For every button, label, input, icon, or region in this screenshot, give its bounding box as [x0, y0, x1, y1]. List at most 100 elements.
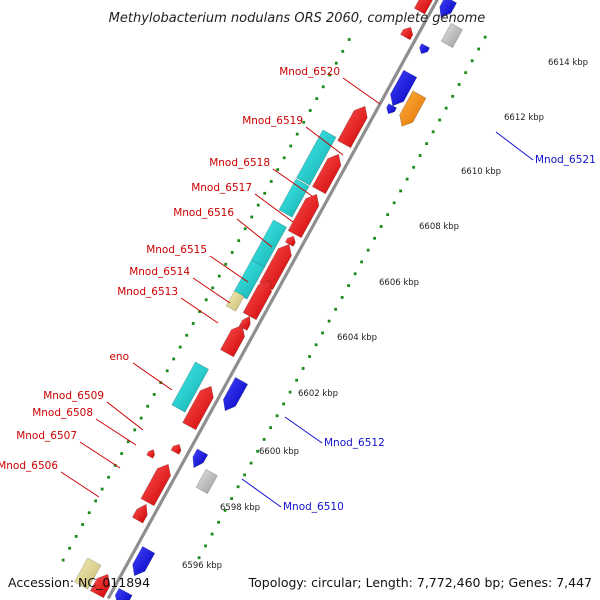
scale-tick-label: 6596 kbp	[182, 561, 222, 571]
pseudo-box	[225, 290, 245, 312]
tick-dot-left	[315, 97, 319, 101]
cds-arrow-reverse	[114, 587, 133, 600]
tick-dot-left	[308, 109, 312, 112]
tick-dot-left	[289, 144, 293, 148]
tick-dot-left	[269, 180, 273, 183]
tick-dot-right	[217, 520, 220, 524]
cds-arrow-forward	[140, 463, 171, 507]
tick-dot-right	[451, 94, 455, 98]
gene-leader-line	[95, 418, 137, 446]
cds-arrow-forward	[182, 385, 214, 431]
leader-lines-layer	[60, 77, 534, 508]
tick-dot-left	[172, 357, 176, 361]
tick-dot-right	[314, 343, 318, 347]
tick-dot-right	[366, 248, 370, 252]
tick-dot-left	[152, 393, 156, 396]
tick-dot-left	[282, 156, 286, 160]
tick-dot-right	[431, 130, 435, 134]
gene-label: Mnod_6518	[209, 157, 270, 169]
genome-summary-text: Topology: circular; Length: 7,772,460 bp…	[248, 575, 592, 590]
gene-leader-line	[236, 218, 273, 248]
tick-dot-left	[87, 511, 91, 515]
gene-leader-line	[60, 471, 100, 498]
gene-label: Mnod_6521	[535, 154, 596, 166]
tick-dot-left	[230, 251, 234, 254]
cds-arrow-reverse	[390, 69, 418, 107]
tick-dot-right	[301, 367, 305, 370]
tick-dot-left	[334, 61, 338, 65]
gene-label: Mnod_6520	[279, 66, 340, 78]
scale-tick-label: 6602 kbp	[298, 389, 338, 399]
gene-label: Mnod_6512	[324, 437, 385, 449]
feature-box-other	[195, 468, 218, 495]
gene-leader-line	[192, 277, 231, 304]
tick-dot-left	[243, 227, 247, 231]
tick-dot-right	[282, 402, 286, 406]
tick-dot-right	[256, 449, 260, 453]
scale-tick-label: 6614 kbp	[548, 58, 588, 68]
gene-leader-line	[79, 441, 121, 469]
tick-dot-left	[224, 262, 228, 266]
cds-arrow-reverse	[386, 103, 398, 115]
gene-leader-line	[106, 401, 144, 431]
gene-label: Mnod_6514	[129, 266, 190, 278]
tick-dot-right	[360, 260, 364, 264]
tick-dot-left	[165, 369, 169, 373]
tick-dot-right	[288, 390, 292, 394]
gene-leader-line	[305, 126, 344, 156]
tick-dot-left	[237, 239, 241, 243]
gene-leader-line	[180, 297, 219, 324]
cds-arrow-forward	[337, 105, 368, 149]
tick-dot-right	[236, 485, 240, 489]
accession-text: Accession: NC_011894	[8, 575, 150, 590]
cds-arrow-reverse	[419, 43, 431, 55]
cds-arrow-forward	[413, 0, 433, 15]
scale-tick-label: 6608 kbp	[419, 222, 459, 232]
tick-dot-right	[412, 165, 416, 169]
tick-dot-right	[347, 284, 351, 288]
gene-label: Mnod_6506	[0, 460, 58, 472]
cds-arrow-reverse	[192, 448, 209, 469]
tick-dot-right	[386, 213, 390, 217]
tick-dot-left	[133, 428, 137, 432]
rna-box	[251, 219, 288, 268]
tick-dot-left	[94, 499, 98, 503]
tick-dot-left	[263, 191, 267, 195]
tick-dot-right	[405, 177, 409, 181]
cds-arrow-forward	[400, 26, 414, 41]
tick-dot-right	[275, 414, 279, 418]
tick-dot-right	[477, 47, 481, 51]
cds-arrow-forward	[89, 573, 111, 599]
gene-leader-line	[272, 168, 313, 197]
cds-arrow-forward	[242, 279, 273, 321]
cds-arrow-forward	[170, 443, 182, 455]
cds-arrow-forward	[146, 449, 156, 459]
tick-dot-left	[341, 49, 345, 53]
tick-dot-right	[425, 142, 429, 146]
tick-dot-left	[61, 558, 65, 562]
tick-dot-left	[107, 475, 111, 479]
gene-leader-line	[241, 478, 282, 508]
tick-dot-right	[295, 378, 299, 382]
labels-layer: 6596 kbp 6598 kbp 6600 kbp 6602 kbp 6604 kbp…	[0, 58, 596, 571]
tick-dot-left	[347, 38, 351, 41]
tick-dot-left	[146, 404, 150, 408]
tick-dot-left	[178, 345, 182, 349]
tick-dot-right	[321, 331, 325, 335]
rna-box	[171, 361, 210, 413]
tick-dot-right	[308, 355, 312, 359]
gene-label: Mnod_6516	[173, 207, 234, 219]
tick-dot-right	[470, 59, 474, 63]
tick-dot-right	[334, 307, 338, 311]
tick-dot-left	[302, 120, 306, 124]
cds-arrow-forward	[311, 153, 342, 195]
tick-dot-right	[327, 319, 331, 323]
tick-dot-left	[185, 333, 189, 337]
features-layer	[74, 0, 463, 600]
tick-dot-right	[399, 189, 403, 193]
scale-tick-label: 6600 kbp	[259, 447, 299, 457]
cds-arrow-forward	[287, 193, 320, 239]
gene-label: eno	[109, 351, 129, 363]
tick-dot-right	[210, 532, 214, 536]
gene-leader-line	[342, 77, 381, 105]
